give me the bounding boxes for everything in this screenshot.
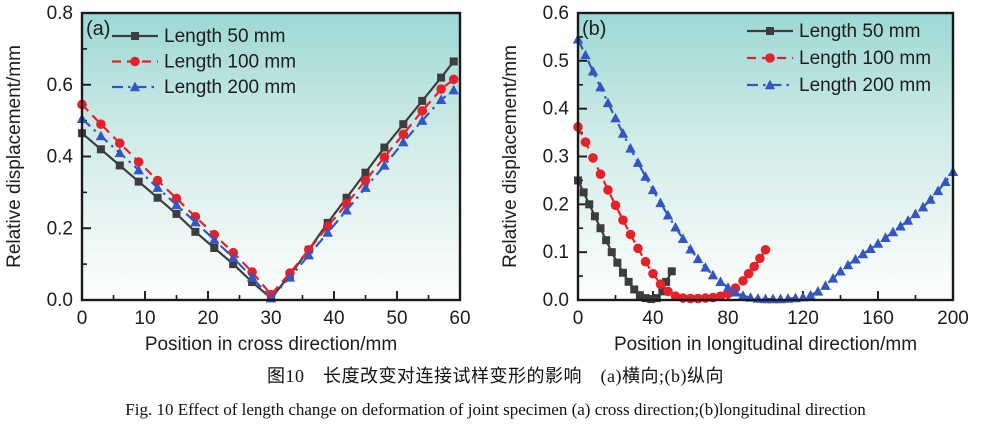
caption-english: Fig. 10 Effect of length change on defor… <box>125 400 866 419</box>
y-tick-label: 0.0 <box>47 290 73 311</box>
panel-a: 0 10 20 30 40 50 60 0.0 0.2 0.4 0.6 0.8 Position in … <box>4 3 471 355</box>
series-length-200-mm <box>572 33 959 304</box>
y-tick-label: 0.2 <box>47 218 73 239</box>
x-axis-title: Position in cross direction/mm <box>145 334 397 355</box>
caption-chinese: 图10 长度改变对连接试样变形的影响 (a)横向;(b)纵向 <box>267 366 724 386</box>
plot-frame <box>576 11 955 302</box>
panel-label: (a) <box>86 18 110 40</box>
plot-frame <box>80 11 462 302</box>
x-tick-label: 40 <box>323 308 344 329</box>
x-tick-label: 80 <box>717 308 738 329</box>
x-tick-label: 200 <box>937 308 969 329</box>
x-tick-label: 10 <box>134 308 155 329</box>
y-tick-label: 0.0 <box>543 290 569 311</box>
legend-label: Length 100 mm <box>164 52 296 73</box>
legend-label: Length 200 mm <box>799 75 931 96</box>
legend: Length 50 mm Length 100 mm Length 200 mm <box>747 21 931 96</box>
y-tick-label: 0.6 <box>543 3 569 24</box>
x-tick-label: 30 <box>260 308 281 329</box>
y-tick-label: 0.2 <box>543 194 569 215</box>
y-tick-label: 0.5 <box>543 51 569 72</box>
y-tick-label: 0.3 <box>543 147 569 168</box>
legend-label: Length 50 mm <box>799 21 920 42</box>
y-axis-title: Relative displacement/mm <box>500 45 521 268</box>
x-tick-label: 120 <box>787 308 819 329</box>
panel-b: 0 40 80 120 160 200 0.0 0.1 0.2 0.3 0.4 0.5 0.6 Posit… <box>500 3 969 355</box>
y-tick-label: 0.1 <box>543 242 569 263</box>
y-tick-label: 0.8 <box>47 3 73 24</box>
charts-canvas: 0 10 20 30 40 50 60 0.0 0.2 0.4 0.6 0.8 Position in … <box>4 3 969 355</box>
series-length-100-mm <box>573 122 771 304</box>
x-tick-label: 50 <box>386 308 407 329</box>
legend-label: Length 100 mm <box>799 48 931 69</box>
x-tick-label: 160 <box>862 308 894 329</box>
y-tick-label: 0.6 <box>47 75 73 96</box>
x-axis-title: Position in longitudinal direction/mm <box>614 334 917 355</box>
series-length-50-mm <box>574 176 676 304</box>
y-tick-label: 0.4 <box>47 147 74 168</box>
y-axis-title: Relative displacement/mm <box>4 45 25 268</box>
x-tick-label: 20 <box>197 308 218 329</box>
legend-label: Length 50 mm <box>164 26 285 47</box>
x-tick-label: 0 <box>573 308 584 329</box>
panel-label: (b) <box>582 18 606 40</box>
series-length-200-mm <box>76 84 459 303</box>
legend: Length 50 mm Length 100 mm Length 200 mm <box>112 26 296 98</box>
x-tick-label: 40 <box>642 308 663 329</box>
y-tick-label: 0.4 <box>543 99 570 120</box>
legend-label: Length 200 mm <box>164 77 296 98</box>
x-tick-label: 60 <box>449 308 470 329</box>
x-tick-label: 0 <box>77 308 88 329</box>
